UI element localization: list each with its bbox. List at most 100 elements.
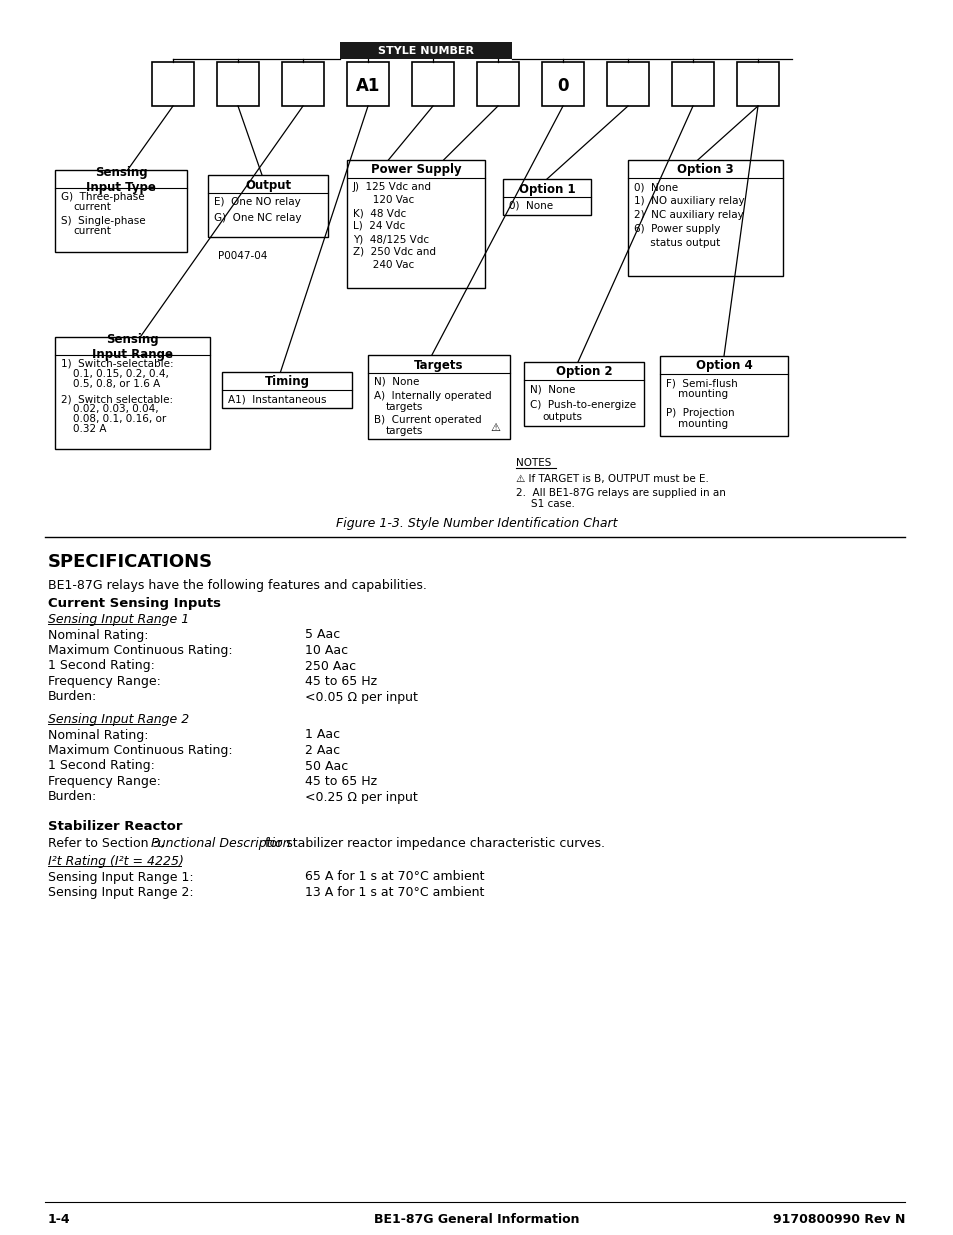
- Text: S1 case.: S1 case.: [531, 499, 575, 509]
- Bar: [216, 62, 258, 106]
- Text: 50 Aac: 50 Aac: [305, 760, 348, 773]
- Text: 1 Aac: 1 Aac: [305, 729, 340, 741]
- Text: NOTES: NOTES: [516, 458, 551, 468]
- Bar: [737, 62, 779, 106]
- Text: Nominal Rating:: Nominal Rating:: [48, 729, 149, 741]
- Text: 0: 0: [557, 77, 568, 95]
- Text: SPECIFICATIONS: SPECIFICATIONS: [48, 553, 213, 571]
- Text: Nominal Rating:: Nominal Rating:: [48, 629, 149, 641]
- Text: Frequency Range:: Frequency Range:: [48, 776, 161, 788]
- Text: 120 Vac: 120 Vac: [363, 195, 414, 205]
- Text: 2.  All BE1-87G relays are supplied in an: 2. All BE1-87G relays are supplied in an: [516, 488, 725, 498]
- Text: Sensing
Input Range: Sensing Input Range: [91, 333, 172, 361]
- Text: 1 Second Rating:: 1 Second Rating:: [48, 760, 154, 773]
- Text: C)  Push-to-energize: C) Push-to-energize: [530, 400, 636, 410]
- Text: current: current: [73, 203, 111, 212]
- Text: Y)  48/125 Vdc: Y) 48/125 Vdc: [353, 233, 429, 245]
- Text: Targets: Targets: [414, 358, 463, 372]
- Text: N)  None: N) None: [530, 384, 575, 394]
- Text: 5 Aac: 5 Aac: [305, 629, 340, 641]
- Text: Option 3: Option 3: [677, 163, 733, 177]
- Bar: [412, 62, 454, 106]
- Text: <0.05 Ω per input: <0.05 Ω per input: [305, 690, 417, 704]
- Text: Timing: Timing: [264, 375, 309, 389]
- Text: B)  Current operated: B) Current operated: [374, 415, 481, 425]
- Text: 1)  Switch-selectable:: 1) Switch-selectable:: [61, 359, 173, 369]
- Bar: [627, 161, 782, 275]
- Text: targets: targets: [386, 403, 423, 412]
- Text: I²t Rating (I²t = 4225): I²t Rating (I²t = 4225): [48, 855, 184, 868]
- Text: Refer to Section 3,: Refer to Section 3,: [48, 836, 168, 850]
- Text: Sensing Input Range 2:: Sensing Input Range 2:: [48, 885, 193, 899]
- Text: Option 1: Option 1: [518, 183, 575, 195]
- Text: 0)  None: 0) None: [509, 201, 553, 211]
- Text: A1: A1: [355, 77, 380, 95]
- Text: F)  Semi-flush: F) Semi-flush: [665, 378, 737, 388]
- Text: A1)  Instantaneous: A1) Instantaneous: [228, 394, 326, 404]
- Text: G)  One NC relay: G) One NC relay: [213, 212, 301, 224]
- Text: Stabilizer Reactor: Stabilizer Reactor: [48, 820, 182, 832]
- Text: Maximum Continuous Rating:: Maximum Continuous Rating:: [48, 743, 233, 757]
- Text: P0047-04: P0047-04: [218, 251, 267, 261]
- Bar: [55, 337, 210, 450]
- Text: Maximum Continuous Rating:: Maximum Continuous Rating:: [48, 643, 233, 657]
- Text: S)  Single-phase: S) Single-phase: [61, 216, 146, 226]
- Text: 0.32 A: 0.32 A: [73, 424, 107, 433]
- Text: Power Supply: Power Supply: [371, 163, 461, 177]
- Text: Current Sensing Inputs: Current Sensing Inputs: [48, 597, 221, 610]
- Text: Output: Output: [245, 179, 291, 191]
- Text: 250 Aac: 250 Aac: [305, 659, 355, 673]
- Text: E)  One NO relay: E) One NO relay: [213, 198, 300, 207]
- Text: 0.5, 0.8, or 1.6 A: 0.5, 0.8, or 1.6 A: [73, 379, 160, 389]
- Text: 2)  Switch selectable:: 2) Switch selectable:: [61, 394, 172, 404]
- Text: mounting: mounting: [678, 389, 727, 399]
- Text: 10 Aac: 10 Aac: [305, 643, 348, 657]
- Text: for stabilizer reactor impedance characteristic curves.: for stabilizer reactor impedance charact…: [261, 836, 604, 850]
- Text: Sensing Input Range 1:: Sensing Input Range 1:: [48, 871, 193, 883]
- Text: BE1-87G relays have the following features and capabilities.: BE1-87G relays have the following featur…: [48, 579, 426, 592]
- Bar: [55, 170, 187, 252]
- Text: 2)  NC auxiliary relay: 2) NC auxiliary relay: [634, 210, 743, 220]
- Text: 0.02, 0.03, 0.04,: 0.02, 0.03, 0.04,: [73, 404, 158, 414]
- Text: Option 4: Option 4: [695, 359, 752, 373]
- Text: 13 A for 1 s at 70°C ambient: 13 A for 1 s at 70°C ambient: [305, 885, 484, 899]
- Text: mounting: mounting: [678, 419, 727, 429]
- Bar: [208, 175, 328, 237]
- Text: A)  Internally operated: A) Internally operated: [374, 391, 491, 401]
- Text: K)  48 Vdc: K) 48 Vdc: [353, 207, 406, 219]
- Text: BE1-87G General Information: BE1-87G General Information: [374, 1213, 579, 1226]
- Text: P)  Projection: P) Projection: [665, 408, 734, 417]
- Bar: [671, 62, 713, 106]
- Text: 65 A for 1 s at 70°C ambient: 65 A for 1 s at 70°C ambient: [305, 871, 484, 883]
- Text: 1 Second Rating:: 1 Second Rating:: [48, 659, 154, 673]
- Text: <0.25 Ω per input: <0.25 Ω per input: [305, 790, 417, 804]
- Text: Burden:: Burden:: [48, 690, 97, 704]
- Text: Frequency Range:: Frequency Range:: [48, 676, 161, 688]
- Text: ⚠: ⚠: [490, 424, 499, 433]
- Text: 45 to 65 Hz: 45 to 65 Hz: [305, 676, 376, 688]
- Text: 0.1, 0.15, 0.2, 0.4,: 0.1, 0.15, 0.2, 0.4,: [73, 369, 169, 379]
- Text: Functional Description: Functional Description: [151, 836, 291, 850]
- Bar: [347, 62, 389, 106]
- Text: Burden:: Burden:: [48, 790, 97, 804]
- Bar: [541, 62, 583, 106]
- Text: Sensing
Input Type: Sensing Input Type: [86, 165, 155, 194]
- Text: STYLE NUMBER: STYLE NUMBER: [377, 47, 474, 57]
- Bar: [222, 372, 352, 408]
- Text: J)  125 Vdc and: J) 125 Vdc and: [353, 182, 432, 191]
- Bar: [523, 362, 643, 426]
- Text: targets: targets: [386, 426, 423, 436]
- Text: 1)  NO auxiliary relay: 1) NO auxiliary relay: [634, 196, 744, 206]
- Text: G)  Three-phase: G) Three-phase: [61, 191, 145, 203]
- Bar: [368, 354, 510, 438]
- Text: L)  24 Vdc: L) 24 Vdc: [353, 221, 405, 231]
- Bar: [659, 356, 787, 436]
- Text: Sensing Input Range 1: Sensing Input Range 1: [48, 613, 189, 626]
- Text: 6)  Power supply: 6) Power supply: [634, 224, 720, 233]
- Text: Figure 1-3. Style Number Identification Chart: Figure 1-3. Style Number Identification …: [335, 517, 618, 530]
- Text: status output: status output: [634, 238, 720, 248]
- Bar: [282, 62, 324, 106]
- Text: Option 2: Option 2: [555, 366, 612, 378]
- Bar: [339, 42, 512, 59]
- Text: current: current: [73, 226, 111, 236]
